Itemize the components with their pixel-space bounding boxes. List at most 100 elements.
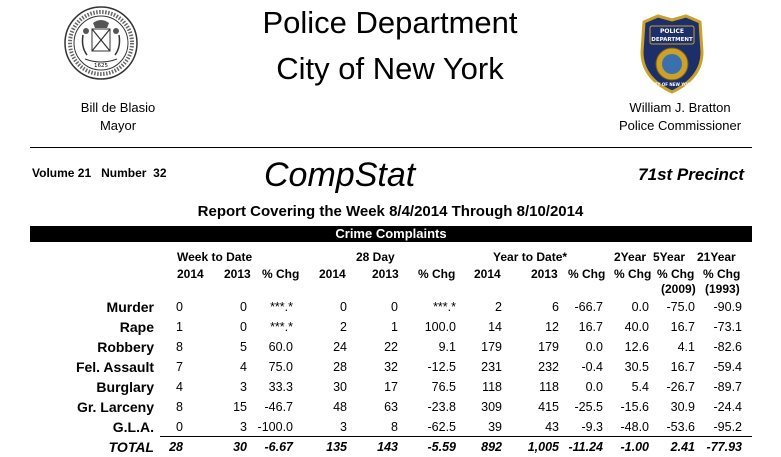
cell-c21: -73.1 xyxy=(713,320,743,334)
cell-c5: 2.41 xyxy=(670,440,695,454)
cell-y13: 1,005 xyxy=(527,440,559,454)
cell-c2: -15.6 xyxy=(620,400,650,414)
cell-w14: 28 xyxy=(169,440,183,454)
header-2year: 2Year xyxy=(614,250,647,264)
cell-c2: 40.0 xyxy=(624,320,649,334)
header-week-2014: 2014 xyxy=(177,267,204,281)
precinct-name: 71st Precinct xyxy=(638,165,744,184)
cell-y14: 892 xyxy=(481,440,502,454)
cell-w13: 0 xyxy=(240,320,247,334)
cell-c2: 0.0 xyxy=(631,300,649,314)
header-21year-pct: % Chg xyxy=(703,267,741,281)
cell-c21: -24.4 xyxy=(713,400,743,414)
header-ytd-2014: 2014 xyxy=(474,267,501,281)
cell-c5: -26.7 xyxy=(666,380,696,394)
cell-y13: 12 xyxy=(545,320,559,334)
row-label: Rape xyxy=(119,319,154,335)
cell-c2: 30.5 xyxy=(624,360,649,374)
cell-c21: -89.7 xyxy=(713,380,743,394)
cell-y13: 232 xyxy=(538,360,559,374)
table-row: Murder 0 0 ***.* 0 0 ***.* 2 6 -66.7 0.0 -75.0 -90.9 xyxy=(0,298,781,316)
badge-text-city: CITY OF NEW YORK xyxy=(650,82,694,87)
cell-dpct: -23.8 xyxy=(427,400,457,414)
cell-ypct: 0.0 xyxy=(585,380,603,394)
badge-text-department: DEPARTMENT xyxy=(651,37,693,43)
header-28day-2013: 2013 xyxy=(372,267,399,281)
cell-w13: 0 xyxy=(240,300,247,314)
cell-d13: 22 xyxy=(384,340,398,354)
cell-c5: 4.1 xyxy=(677,340,695,354)
table-row: Rape 1 0 ***.* 2 1 100.0 14 12 16.7 40.0 16.7 -73.1 xyxy=(0,318,781,336)
cell-c21: -59.4 xyxy=(713,360,743,374)
cell-d13: 0 xyxy=(391,300,398,314)
row-label: G.L.A. xyxy=(112,419,154,435)
cell-wpct: 75.0 xyxy=(268,360,293,374)
header-21year: 21Year xyxy=(697,250,736,264)
row-label: TOTAL xyxy=(108,439,154,455)
cell-ypct: -0.4 xyxy=(581,360,603,374)
cell-d14: 0 xyxy=(340,300,347,314)
header-5year-base: (2009) xyxy=(661,282,696,296)
cell-ypct: -11.24 xyxy=(568,440,603,454)
cell-c5: -75.0 xyxy=(666,300,696,314)
cell-y14: 179 xyxy=(481,340,502,354)
row-label: Fel. Assault xyxy=(75,359,154,375)
commissioner-block: William J. Bratton Police Commissioner xyxy=(595,99,765,135)
cell-d14: 24 xyxy=(333,340,347,354)
cell-dpct: -12.5 xyxy=(427,360,457,374)
cell-y14: 14 xyxy=(488,320,502,334)
cell-w13: 5 xyxy=(240,340,247,354)
table-row: Fel. Assault 7 4 75.0 28 32 -12.5 231 232 -0.4 30.… xyxy=(0,358,781,376)
cell-c21: -95.2 xyxy=(713,420,743,434)
cell-c2: 5.4 xyxy=(631,380,649,394)
cell-c2: -48.0 xyxy=(620,420,650,434)
badge-text-police: POLICE xyxy=(660,28,684,35)
city-seal-icon: 1625 xyxy=(64,6,138,80)
cell-w14: 7 xyxy=(176,360,183,374)
row-label: Burglary xyxy=(96,379,154,395)
cell-d13: 8 xyxy=(391,420,398,434)
cell-d13: 143 xyxy=(377,440,398,454)
cell-c21: -90.9 xyxy=(713,300,743,314)
seal-year: 1625 xyxy=(94,63,108,69)
cell-c5: 16.7 xyxy=(670,360,695,374)
cell-wpct: -6.67 xyxy=(264,440,294,454)
org-title-line1: Police Department xyxy=(262,5,518,40)
cell-d14: 28 xyxy=(333,360,347,374)
header-ytd-pct: % Chg xyxy=(568,267,606,281)
cell-c5: -53.6 xyxy=(666,420,696,434)
org-title-line2: City of New York xyxy=(276,51,504,86)
cell-y13: 179 xyxy=(538,340,559,354)
cell-dpct: 9.1 xyxy=(438,340,456,354)
cell-c5: 30.9 xyxy=(670,400,695,414)
cell-w14: 4 xyxy=(176,380,183,394)
cell-y14: 2 xyxy=(495,300,502,314)
cell-y14: 39 xyxy=(488,420,502,434)
cell-d14: 30 xyxy=(333,380,347,394)
cell-ypct: 16.7 xyxy=(578,320,603,334)
header-5year: 5Year xyxy=(653,250,686,264)
cell-wpct: ***.* xyxy=(270,320,293,334)
cell-dpct: -62.5 xyxy=(427,420,457,434)
header-28day-pct: % Chg xyxy=(418,267,456,281)
row-label: Murder xyxy=(106,299,154,315)
cell-w14: 8 xyxy=(176,400,183,414)
nypd-badge-icon: POLICE DEPARTMENT CITY OF NEW YORK xyxy=(640,14,704,94)
cell-d13: 1 xyxy=(391,320,398,334)
header-2year-pct: % Chg xyxy=(614,267,652,281)
header-21year-base: (1993) xyxy=(705,282,740,296)
table-row: Burglary 4 3 33.3 30 17 76.5 118 118 0.0 5.4 -26.7 -… xyxy=(0,378,781,396)
cell-w14: 0 xyxy=(176,300,183,314)
cell-d14: 135 xyxy=(326,440,347,454)
volume-number: Volume 21 Number 32 xyxy=(32,166,167,180)
row-label: Gr. Larceny xyxy=(76,399,154,415)
header-year-to-date: Year to Date* xyxy=(493,250,568,264)
header-week-2013: 2013 xyxy=(224,267,251,281)
cell-w13: 3 xyxy=(240,420,247,434)
cell-wpct: 33.3 xyxy=(268,380,293,394)
cell-w13: 30 xyxy=(233,440,247,454)
cell-y14: 309 xyxy=(481,400,502,414)
cell-wpct: -46.7 xyxy=(264,400,294,414)
cell-w13: 4 xyxy=(240,360,247,374)
table-row: Gr. Larceny 8 15 -46.7 48 63 -23.8 309 415 -25.5 -… xyxy=(0,398,781,416)
